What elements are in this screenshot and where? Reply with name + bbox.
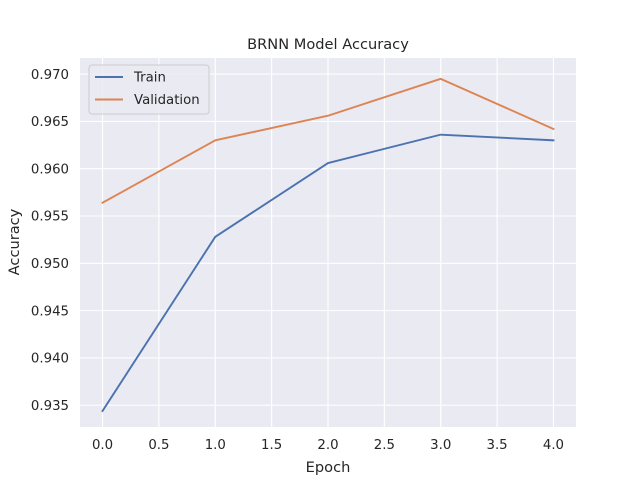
y-axis-title: Accuracy [6, 208, 23, 275]
x-tick-label: 3.5 [487, 438, 508, 453]
x-tick-label: 0.5 [148, 438, 169, 453]
x-tick-label: 0.0 [92, 438, 113, 453]
series-lines [101, 77, 555, 413]
y-tick-label: 0.950 [31, 257, 69, 272]
y-tick-label: 0.960 [31, 162, 69, 177]
y-tick-label: 0.965 [31, 115, 69, 130]
legend-label: Validation [134, 93, 200, 108]
chart-title: BRNN Model Accuracy [247, 36, 409, 53]
x-axis-title: Epoch [306, 459, 351, 476]
grid [80, 58, 576, 427]
x-tick-label: 1.0 [205, 438, 226, 453]
series-line-train [101, 133, 555, 413]
series-line-validation [101, 77, 555, 205]
x-tick-label: 1.5 [261, 438, 282, 453]
y-tick-label: 0.940 [31, 352, 69, 367]
x-tick-label: 4.0 [543, 438, 564, 453]
x-tick-label: 2.5 [374, 438, 395, 453]
legend: Train Validation [88, 64, 210, 115]
y-tick-label: 0.945 [31, 304, 69, 319]
tick-labels: 0.0 0.5 1.0 1.5 2.0 2.5 3.0 3.5 4.0 0.935 0.940 0.9… [31, 68, 564, 453]
legend-label: Train [133, 71, 166, 86]
y-tick-label: 0.955 [31, 210, 69, 225]
y-tick-label: 0.970 [31, 68, 69, 83]
x-tick-label: 2.0 [317, 438, 338, 453]
y-tick-label: 0.935 [31, 399, 69, 414]
x-tick-label: 3.0 [430, 438, 451, 453]
